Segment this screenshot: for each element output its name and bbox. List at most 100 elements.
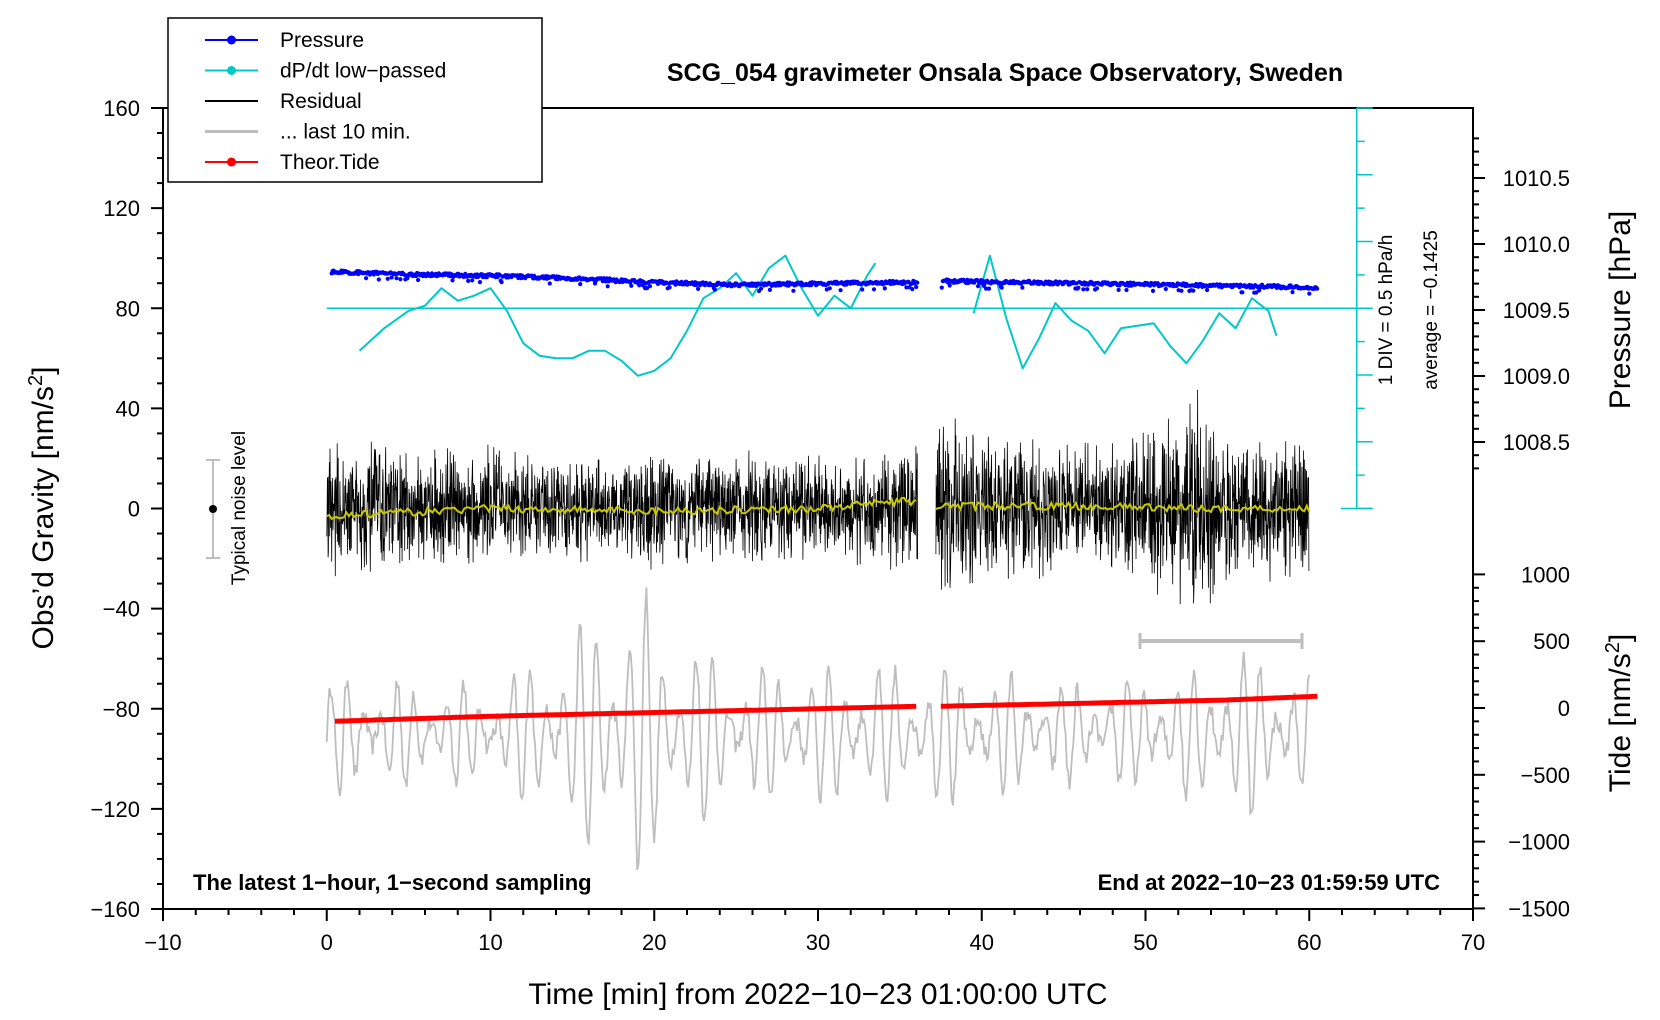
x-axis-ticks: −10 0 10 20 30 40 50 60 70 <box>144 909 1485 955</box>
theoretical-tide-trace <box>940 693 1318 709</box>
legend-swatch-marker <box>227 157 236 167</box>
pressure-axis-label: Pressure [hPa] <box>1604 211 1637 409</box>
legend-label: Pressure <box>280 29 364 52</box>
pressure-point <box>1076 285 1081 290</box>
left-axis-ticks: 160 120 80 40 0 −40 −80 −120 −160 <box>90 96 163 922</box>
div-label: 1 DIV = 0.5 hPa/h <box>1376 235 1397 386</box>
x-tick-label: 30 <box>806 930 830 955</box>
pressure-point <box>910 287 915 292</box>
last-10-min-trace <box>325 587 1311 870</box>
tide-tick-label: −1000 <box>1508 830 1570 855</box>
last-10-min-bracket <box>1138 633 1304 649</box>
pressure-tick-label: 1010.5 <box>1503 166 1570 191</box>
pressure-point <box>416 277 421 283</box>
pressure-point <box>605 284 610 289</box>
pressure-point <box>983 286 989 291</box>
pressure-point <box>364 276 369 281</box>
pressure-point <box>470 278 475 283</box>
pressure-point <box>1150 288 1156 293</box>
pressure-point <box>466 278 471 283</box>
legend-swatch-marker <box>227 35 236 45</box>
pressure-point <box>947 283 952 288</box>
legend-items: Pressure dP/dt low−passed Residual ... last… <box>205 29 446 174</box>
legend-swatch-marker <box>227 66 236 75</box>
x-axis-label: Time [min] from 2022−10−23 01:00:00 UTC <box>528 978 1107 1011</box>
pressure-tick-label: 1009.5 <box>1503 298 1570 323</box>
residual-smoothed-trace <box>935 500 1311 514</box>
pressure-point <box>1116 287 1121 292</box>
series-layer <box>325 107 1373 870</box>
pressure-point <box>499 280 504 285</box>
chart-title: SCG_054 gravimeter Onsala Space Observat… <box>667 59 1343 87</box>
pressure-tick-label: 1010.0 <box>1503 232 1570 257</box>
y-tick-label: 40 <box>116 396 140 421</box>
legend-label: Theor.Tide <box>280 151 380 174</box>
y-tick-label: −160 <box>90 897 140 922</box>
tide-tick-label: 500 <box>1533 629 1570 654</box>
x-tick-label: −10 <box>144 930 181 955</box>
pressure-point <box>450 278 455 283</box>
pressure-point <box>767 287 773 292</box>
y-tick-label: −80 <box>103 697 140 722</box>
pressure-point <box>1094 286 1100 291</box>
pressure-point <box>398 277 403 282</box>
y-tick-label: −40 <box>103 597 140 622</box>
x-tick-label: 70 <box>1461 930 1485 955</box>
dpdt-trace <box>972 254 1278 370</box>
pressure-point <box>1191 288 1196 293</box>
y-tick-label: 80 <box>116 296 140 321</box>
pressure-point <box>385 276 390 281</box>
y-tick-label: 120 <box>103 196 140 221</box>
pressure-point <box>1020 285 1025 290</box>
pressure-point <box>1081 287 1086 292</box>
residual-trace <box>935 389 1310 605</box>
tide-tick-label: −500 <box>1520 763 1570 788</box>
pressure-point <box>1124 287 1129 293</box>
tide-tick-label: −1500 <box>1508 896 1570 921</box>
tide-axis-label-main: Tide [nm/s <box>1604 653 1637 792</box>
pressure-point <box>394 276 399 281</box>
x-tick-label: 50 <box>1133 930 1157 955</box>
pressure-point <box>1290 290 1295 295</box>
tide-axis-label-close: ] <box>1604 634 1637 642</box>
pressure-point <box>939 285 944 290</box>
pressure-point <box>860 287 865 292</box>
pressure-point <box>1179 288 1184 293</box>
y-tick-label: 0 <box>128 497 140 522</box>
pressure-point <box>1315 286 1320 291</box>
pressure-tick-label: 1008.5 <box>1503 430 1570 455</box>
tide-tick-label: 1000 <box>1521 562 1570 587</box>
x-tick-label: 20 <box>642 930 666 955</box>
pressure-point <box>976 284 981 289</box>
tide-axis-label-superscript: 2 <box>1602 642 1624 653</box>
pressure-points <box>329 268 1320 296</box>
sampling-note: The latest 1−hour, 1−second sampling <box>193 870 592 895</box>
pressure-point <box>644 286 650 291</box>
average-label: average = −0.1425 <box>1421 230 1442 390</box>
legend-label: dP/dt low−passed <box>280 60 446 83</box>
noise-dot <box>209 505 217 513</box>
x-tick-label: 60 <box>1297 930 1321 955</box>
pressure-point <box>696 286 701 291</box>
pressure-point <box>647 284 653 289</box>
noise-label: Typical noise level <box>229 431 250 585</box>
pressure-point <box>1240 290 1245 295</box>
pressure-point <box>667 285 672 290</box>
pressure-point <box>986 286 992 291</box>
pressure-point <box>712 287 717 292</box>
pressure-scale-indicator: 1 DIV = 0.5 hPa/h average = −0.1425 <box>1376 230 1442 390</box>
pressure-point <box>547 281 552 286</box>
pressure-point <box>999 285 1004 290</box>
legend-label: Residual <box>280 90 362 113</box>
pressure-point <box>637 283 642 288</box>
pressure-point <box>914 284 919 290</box>
pressure-point <box>758 286 764 291</box>
pressure-point <box>477 280 483 285</box>
pressure-point <box>389 275 394 280</box>
end-time-note: End at 2022−10−23 01:59:59 UTC <box>1098 870 1441 895</box>
x-tick-label: 0 <box>321 930 333 955</box>
pressure-point <box>904 285 909 290</box>
legend-label: ... last 10 min. <box>280 121 411 144</box>
legend: Pressure dP/dt low−passed Residual ... last… <box>167 17 543 183</box>
